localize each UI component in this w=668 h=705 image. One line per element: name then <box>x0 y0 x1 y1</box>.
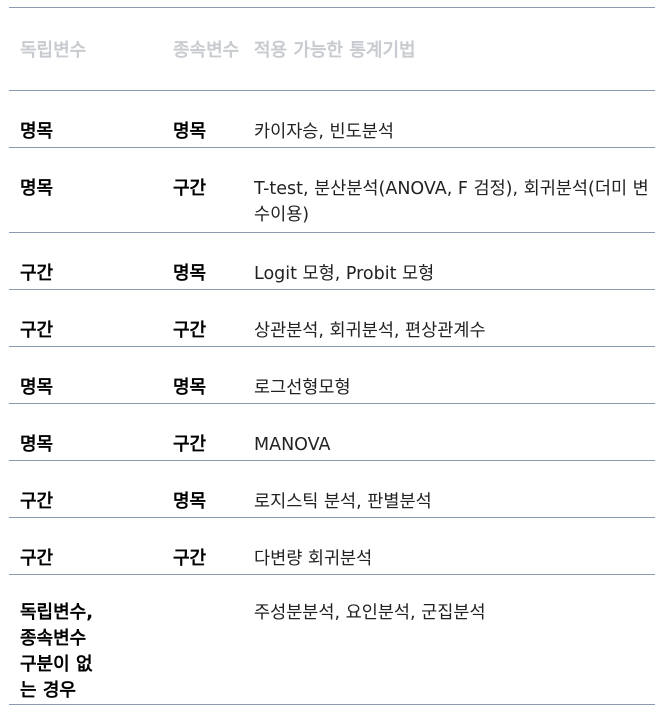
dependent-variable-cell: 구간 <box>162 403 248 461</box>
dependent-variable-cell: 구간 <box>162 517 248 575</box>
method-cell: 카이자승, 빈도분석 <box>248 90 655 148</box>
table-row: 명목 구간 T-test, 분산분석(ANOVA, F 검정), 회귀분석(더미… <box>9 147 655 233</box>
independent-variable-cell: 명목 <box>9 147 162 233</box>
independent-variable-cell: 명목 <box>9 346 162 404</box>
table-row: 구간 구간 다변량 회귀분석 <box>9 517 655 575</box>
independent-variable-cell: 구간 <box>9 517 162 575</box>
method-cell: 다변량 회귀분석 <box>248 517 655 575</box>
independent-variable-cell: 구간 <box>9 460 162 518</box>
dependent-variable-cell: 명목 <box>162 232 248 290</box>
table-row: 명목 명목 카이자승, 빈도분석 <box>9 90 655 148</box>
table-row: 구간 명목 로지스틱 분석, 판별분석 <box>9 460 655 518</box>
independent-variable-cell: 명목 <box>9 90 162 148</box>
table-row: 독립변수, 종속변수 구분이 없는 경우 주성분분석, 요인분석, 군집분석 <box>9 574 655 705</box>
table-header-row: 독립변수 종속변수 적용 가능한 통계기법 <box>9 7 655 91</box>
method-cell: 주성분분석, 요인분석, 군집분석 <box>248 574 655 705</box>
independent-variable-cell: 명목 <box>9 403 162 461</box>
table-row: 명목 명목 로그선형모형 <box>9 346 655 404</box>
independent-variable-cell: 구간 <box>9 289 162 347</box>
dependent-variable-cell: 구간 <box>162 289 248 347</box>
dependent-variable-cell: 명목 <box>162 346 248 404</box>
dependent-variable-cell: 명목 <box>162 90 248 148</box>
header-applicable-method: 적용 가능한 통계기법 <box>248 7 655 91</box>
method-cell: 로지스틱 분석, 판별분석 <box>248 460 655 518</box>
header-independent-variable: 독립변수 <box>9 7 162 91</box>
no-distinction-cell: 독립변수, 종속변수 구분이 없는 경우 <box>9 574 248 705</box>
method-cell: Logit 모형, Probit 모형 <box>248 232 655 290</box>
table-row: 명목 구간 MANOVA <box>9 403 655 461</box>
method-cell: MANOVA <box>248 403 655 461</box>
method-cell: 상관분석, 회귀분석, 편상관계수 <box>248 289 655 347</box>
header-dependent-variable: 종속변수 <box>162 7 248 91</box>
method-cell: T-test, 분산분석(ANOVA, F 검정), 회귀분석(더미 변수이용) <box>248 147 655 233</box>
independent-variable-cell: 구간 <box>9 232 162 290</box>
statistics-method-table: 독립변수 종속변수 적용 가능한 통계기법 명목 명목 카이자승, 빈도분석 명… <box>9 7 655 705</box>
table-row: 구간 명목 Logit 모형, Probit 모형 <box>9 232 655 290</box>
method-cell: 로그선형모형 <box>248 346 655 404</box>
dependent-variable-cell: 구간 <box>162 147 248 233</box>
table-row: 구간 구간 상관분석, 회귀분석, 편상관계수 <box>9 289 655 347</box>
dependent-variable-cell: 명목 <box>162 460 248 518</box>
